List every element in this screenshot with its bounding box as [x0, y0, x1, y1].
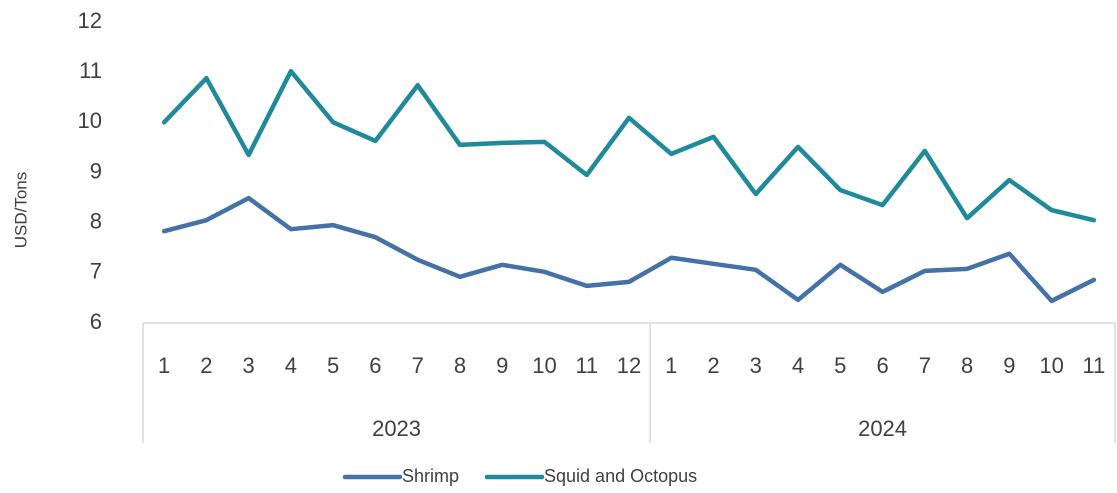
x-tick-label: 12 [617, 353, 641, 378]
x-tick-label: 7 [412, 353, 424, 378]
x-tick-label: 7 [919, 353, 931, 378]
y-tick-label: 11 [79, 58, 102, 83]
x-tick-label: 6 [876, 353, 888, 378]
group-label: 2024 [858, 416, 907, 441]
x-tick-label: 11 [1082, 353, 1105, 378]
x-tick-label: 1 [158, 353, 170, 378]
x-tick-label: 1 [665, 353, 677, 378]
y-tick-label: 7 [90, 259, 102, 284]
y-tick-label: 12 [78, 8, 102, 33]
x-tick-label: 2 [707, 353, 719, 378]
x-tick-label: 3 [243, 353, 255, 378]
y-tick-label: 10 [78, 108, 102, 133]
x-tick-label: 10 [532, 353, 556, 378]
x-tick-label: 9 [496, 353, 508, 378]
legend-label: Squid and Octopus [544, 466, 697, 486]
series-line [161, 195, 1097, 304]
x-tick-label: 5 [327, 353, 339, 378]
y-tick-label: 8 [90, 208, 102, 233]
x-tick-label: 2 [200, 353, 212, 378]
y-tick-label: 6 [90, 309, 102, 334]
x-tick-label: 9 [1003, 353, 1015, 378]
x-tick-label: 8 [454, 353, 466, 378]
x-tick-label: 5 [834, 353, 846, 378]
y-axis-label: USD/Tons [11, 172, 30, 249]
series-line [161, 68, 1097, 223]
y-tick-label: 9 [90, 158, 102, 183]
x-tick-label: 11 [575, 353, 598, 378]
x-tick-label: 4 [792, 353, 804, 378]
x-tick-label: 6 [369, 353, 381, 378]
x-tick-label: 10 [1039, 353, 1063, 378]
legend-label: Shrimp [402, 466, 459, 486]
x-tick-label: 4 [285, 353, 297, 378]
x-tick-label: 8 [961, 353, 973, 378]
group-label: 2023 [372, 416, 421, 441]
x-tick-label: 3 [750, 353, 762, 378]
